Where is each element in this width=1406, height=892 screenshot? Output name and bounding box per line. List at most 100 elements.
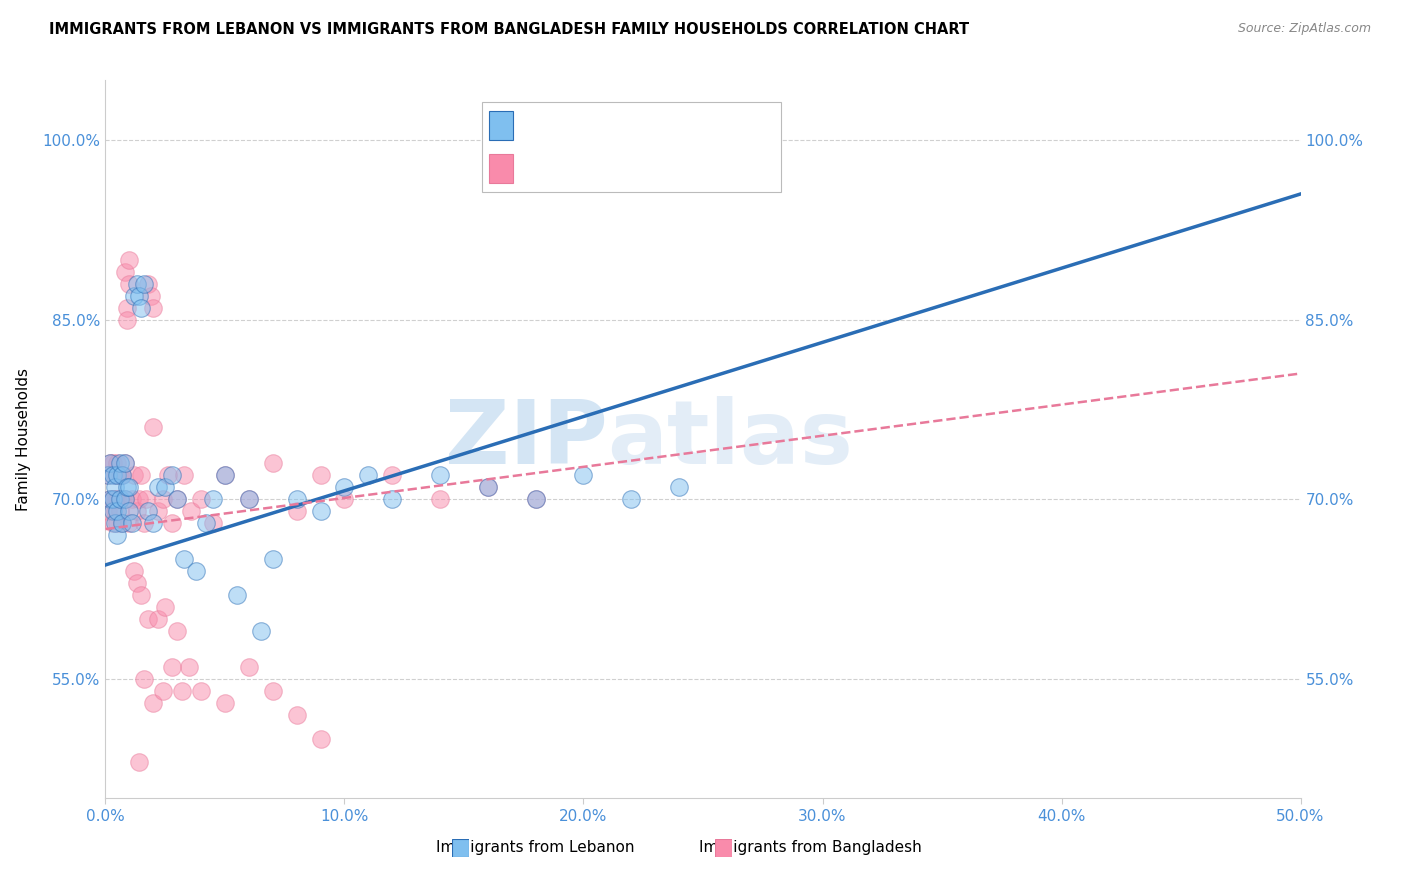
Point	[162, 468, 184, 483]
Point	[170, 683, 193, 698]
Point	[97, 468, 120, 483]
Point	[107, 504, 129, 518]
Point	[125, 277, 148, 291]
Text: atlas: atlas	[607, 396, 853, 483]
Point	[129, 468, 153, 483]
Point	[114, 265, 136, 279]
Point	[128, 756, 150, 770]
Point	[101, 456, 124, 470]
Point	[142, 420, 165, 434]
Point	[285, 707, 308, 722]
Point	[128, 289, 150, 303]
Point	[101, 492, 124, 507]
Point	[524, 492, 547, 507]
Point	[333, 492, 356, 507]
Point	[111, 516, 134, 530]
Point	[162, 516, 184, 530]
Point	[139, 289, 162, 303]
Text: Immigrants from Bangladesh: Immigrants from Bangladesh	[699, 839, 922, 855]
Point	[153, 599, 177, 614]
Point	[104, 480, 127, 494]
Point	[104, 504, 127, 518]
Point	[115, 301, 138, 315]
Point	[180, 504, 202, 518]
Point	[104, 492, 127, 507]
Point	[108, 492, 131, 507]
Point	[214, 468, 236, 483]
Point	[129, 301, 153, 315]
Point	[104, 516, 127, 530]
Point	[107, 528, 129, 542]
Point	[138, 504, 160, 518]
Point	[132, 672, 155, 686]
Point	[107, 456, 129, 470]
Point	[262, 456, 284, 470]
Point	[668, 480, 690, 494]
Point	[108, 492, 131, 507]
Point	[108, 456, 131, 470]
Point	[98, 492, 121, 507]
Point	[118, 252, 141, 267]
Point	[309, 468, 332, 483]
Point	[122, 468, 145, 483]
Point	[114, 456, 136, 470]
Point	[121, 516, 143, 530]
Point	[238, 492, 260, 507]
Point	[121, 492, 143, 507]
Point	[97, 504, 120, 518]
Point	[225, 588, 249, 602]
Point	[238, 659, 260, 673]
Point	[97, 468, 120, 483]
Point	[146, 612, 169, 626]
Point	[644, 127, 666, 141]
Point	[262, 683, 284, 698]
Point	[166, 624, 188, 638]
Point	[114, 492, 136, 507]
Text: IMMIGRANTS FROM LEBANON VS IMMIGRANTS FROM BANGLADESH FAMILY HOUSEHOLDS CORRELAT: IMMIGRANTS FROM LEBANON VS IMMIGRANTS FR…	[49, 22, 969, 37]
Point	[101, 492, 124, 507]
Point	[114, 456, 136, 470]
Point	[107, 492, 129, 507]
Point	[111, 516, 134, 530]
Text: ZIP: ZIP	[444, 396, 607, 483]
Point	[620, 492, 643, 507]
Y-axis label: Family Households: Family Households	[17, 368, 31, 511]
Point	[177, 659, 201, 673]
Point	[285, 504, 308, 518]
Point	[153, 480, 177, 494]
Text: Immigrants from Lebanon: Immigrants from Lebanon	[436, 839, 636, 855]
Point	[107, 516, 129, 530]
Point	[101, 468, 124, 483]
Point	[214, 696, 236, 710]
Point	[101, 504, 124, 518]
Point	[128, 492, 150, 507]
Point	[156, 468, 179, 483]
Point	[194, 516, 217, 530]
Point	[142, 696, 165, 710]
Point	[98, 456, 121, 470]
Point	[429, 492, 451, 507]
Point	[381, 468, 404, 483]
Point	[111, 468, 134, 483]
Point	[115, 312, 138, 326]
Point	[122, 564, 145, 578]
Point	[381, 492, 404, 507]
Point	[118, 516, 141, 530]
Point	[122, 289, 145, 303]
Point	[107, 468, 129, 483]
Point	[118, 277, 141, 291]
Point	[309, 731, 332, 746]
Point	[98, 492, 121, 507]
Point	[333, 480, 356, 494]
Point	[108, 468, 131, 483]
Point	[262, 552, 284, 566]
Point	[108, 504, 131, 518]
Point	[132, 516, 155, 530]
Point	[285, 492, 308, 507]
Point	[146, 480, 169, 494]
Point	[250, 624, 273, 638]
Point	[142, 516, 165, 530]
Point	[166, 492, 188, 507]
Point	[132, 277, 155, 291]
Point	[524, 492, 547, 507]
